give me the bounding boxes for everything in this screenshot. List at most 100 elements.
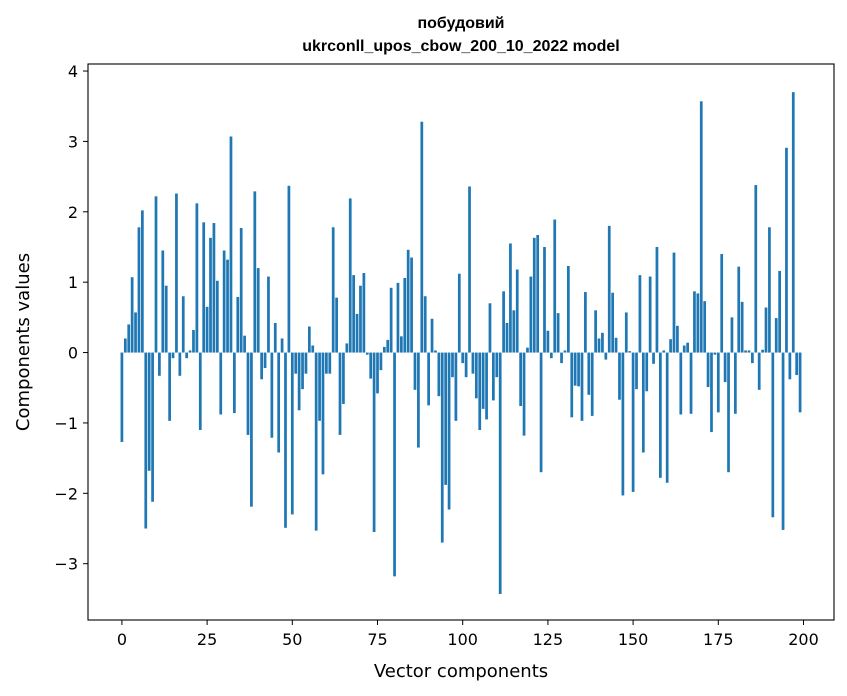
bar: [781, 352, 785, 530]
bar: [580, 352, 584, 421]
bar: [260, 352, 263, 380]
bar: [601, 332, 604, 353]
bar: [287, 185, 291, 353]
bar: [791, 92, 795, 353]
bar: [198, 352, 202, 430]
bar: [318, 352, 321, 421]
bar: [655, 246, 659, 353]
bar: [393, 352, 396, 577]
bar: [611, 292, 615, 353]
bar: [345, 343, 349, 353]
y-tick-label: 0: [68, 344, 78, 363]
bar: [502, 291, 505, 353]
bar: [239, 227, 243, 353]
bar: [645, 352, 649, 392]
bar: [635, 352, 638, 390]
y-tick-label: 4: [68, 62, 78, 81]
bar: [553, 219, 557, 353]
bar: [427, 352, 430, 406]
bar: [389, 287, 393, 353]
bar: [478, 352, 482, 430]
bar: [243, 335, 246, 353]
bar: [485, 352, 488, 420]
bar: [171, 352, 175, 359]
bar: [273, 323, 277, 353]
bar: [137, 227, 141, 353]
bar: [209, 237, 212, 353]
bar: [461, 352, 465, 364]
bar: [641, 352, 645, 453]
bar: [563, 350, 567, 353]
bar: [703, 301, 707, 353]
bar: [509, 243, 512, 353]
bar: [277, 352, 281, 453]
bar: [161, 250, 165, 353]
x-tick-label: 75: [367, 630, 387, 649]
bar: [536, 235, 540, 353]
bars-group: [120, 92, 802, 594]
y-tick-label: −3: [54, 555, 78, 574]
bar: [747, 350, 751, 353]
bar: [331, 227, 335, 353]
bar: [727, 352, 730, 473]
bar: [359, 285, 362, 353]
bar: [624, 312, 628, 353]
bar: [713, 352, 717, 355]
bar: [723, 352, 727, 383]
bar: [488, 303, 492, 353]
bar: [158, 352, 161, 376]
bar: [710, 352, 713, 433]
bar: [362, 273, 366, 353]
bar: [665, 352, 669, 483]
bar: [669, 339, 672, 353]
bar: [785, 147, 788, 353]
x-tick-label: 175: [703, 630, 734, 649]
bar: [618, 352, 621, 400]
bar: [154, 196, 158, 353]
bar: [307, 326, 311, 353]
bar: [342, 352, 345, 404]
y-tick-label: 2: [68, 203, 78, 222]
bar: [335, 297, 338, 353]
bar: [437, 352, 441, 397]
bar: [181, 296, 185, 353]
bar: [481, 352, 485, 409]
bar: [151, 352, 154, 502]
bar: [560, 352, 563, 364]
bar: [621, 352, 625, 496]
bar: [253, 191, 257, 353]
bar: [737, 266, 741, 353]
y-tick-label: −2: [54, 484, 78, 503]
y-tick-label: 1: [68, 273, 78, 292]
bar: [444, 352, 448, 485]
bar: [492, 352, 495, 401]
bar: [556, 313, 560, 353]
bar: [233, 352, 236, 414]
bar: [413, 352, 417, 390]
bar: [321, 352, 325, 475]
bar: [532, 237, 536, 353]
bar: [185, 352, 189, 359]
bar: [348, 198, 352, 353]
bar: [168, 352, 171, 421]
x-tick-label: 25: [197, 630, 217, 649]
y-tick-label: −1: [54, 414, 78, 433]
bar: [795, 352, 799, 376]
bar: [474, 352, 478, 399]
bar: [546, 330, 550, 353]
bar: [706, 352, 710, 388]
bar: [195, 203, 199, 353]
bar: [192, 330, 195, 353]
bar: [130, 277, 134, 353]
bar: [215, 280, 219, 353]
bar: [699, 101, 703, 353]
bar: [290, 352, 294, 515]
bar: [294, 352, 298, 374]
bar: [689, 352, 693, 414]
bar: [400, 336, 403, 353]
bar: [587, 352, 591, 395]
bar: [577, 352, 580, 387]
bar: [566, 265, 570, 353]
bar: [301, 352, 304, 390]
